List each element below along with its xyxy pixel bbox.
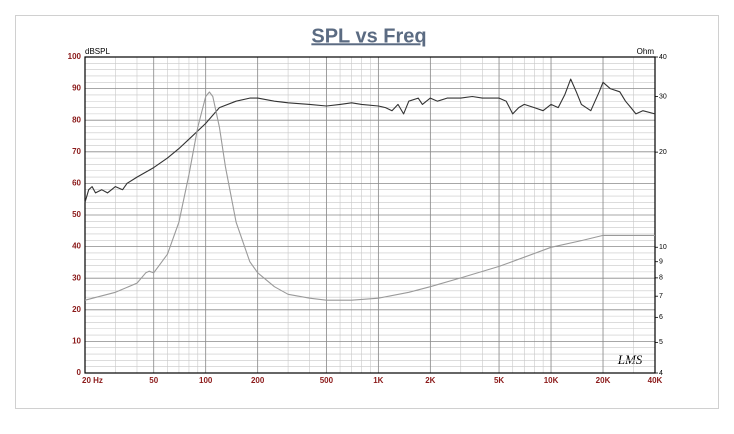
x-tick-label: 2K	[425, 376, 435, 385]
y2-tick-label: 40	[659, 54, 667, 61]
y2-tick-label: 10	[659, 244, 667, 251]
y-tick-label: 30	[72, 273, 81, 282]
y2-tick-label: 7	[659, 293, 663, 300]
plot-border	[84, 56, 656, 374]
x-tick-label: 20 Hz	[82, 376, 103, 385]
y2-tick-label: 30	[659, 93, 667, 100]
x-tick-label: 20K	[596, 376, 611, 385]
x-tick-label: 200	[251, 376, 265, 385]
y-tick-label: 20	[72, 305, 81, 314]
frame	[15, 15, 719, 409]
series-line	[84, 91, 655, 301]
watermark: LMS	[617, 352, 643, 367]
y-axis-label: dBSPL	[85, 47, 110, 56]
x-tick-label: 1K	[373, 376, 383, 385]
y-tick-label: 90	[72, 84, 81, 93]
y2-tick-label: 20	[659, 149, 667, 156]
y-tick-label: 80	[72, 115, 81, 124]
chart-title: SPL vs Freq	[311, 25, 426, 47]
x-tick-label: 40K	[648, 376, 663, 385]
series-line	[84, 78, 656, 203]
y-tick-label: 70	[72, 147, 81, 156]
y-tick-label: 10	[72, 337, 81, 346]
x-tick-label: 100	[199, 376, 213, 385]
y-tick-label: 0	[77, 368, 82, 377]
y2-tick-label: 5	[659, 339, 663, 346]
y2-tick-label: 6	[659, 314, 663, 321]
y-tick-label: 40	[72, 242, 81, 251]
x-tick-label: 50	[149, 376, 158, 385]
y-tick-label: 50	[72, 210, 81, 219]
x-tick-label: 500	[320, 376, 334, 385]
y2-axis-label: Ohm	[637, 47, 655, 56]
x-tick-label: 10K	[544, 376, 559, 385]
y-tick-label: 100	[68, 52, 82, 61]
y2-tick-label: 4	[659, 370, 663, 377]
y2-tick-label: 8	[659, 275, 663, 282]
y2-tick-label: 9	[659, 259, 663, 266]
x-tick-label: 5K	[494, 376, 504, 385]
y-tick-label: 60	[72, 179, 81, 188]
